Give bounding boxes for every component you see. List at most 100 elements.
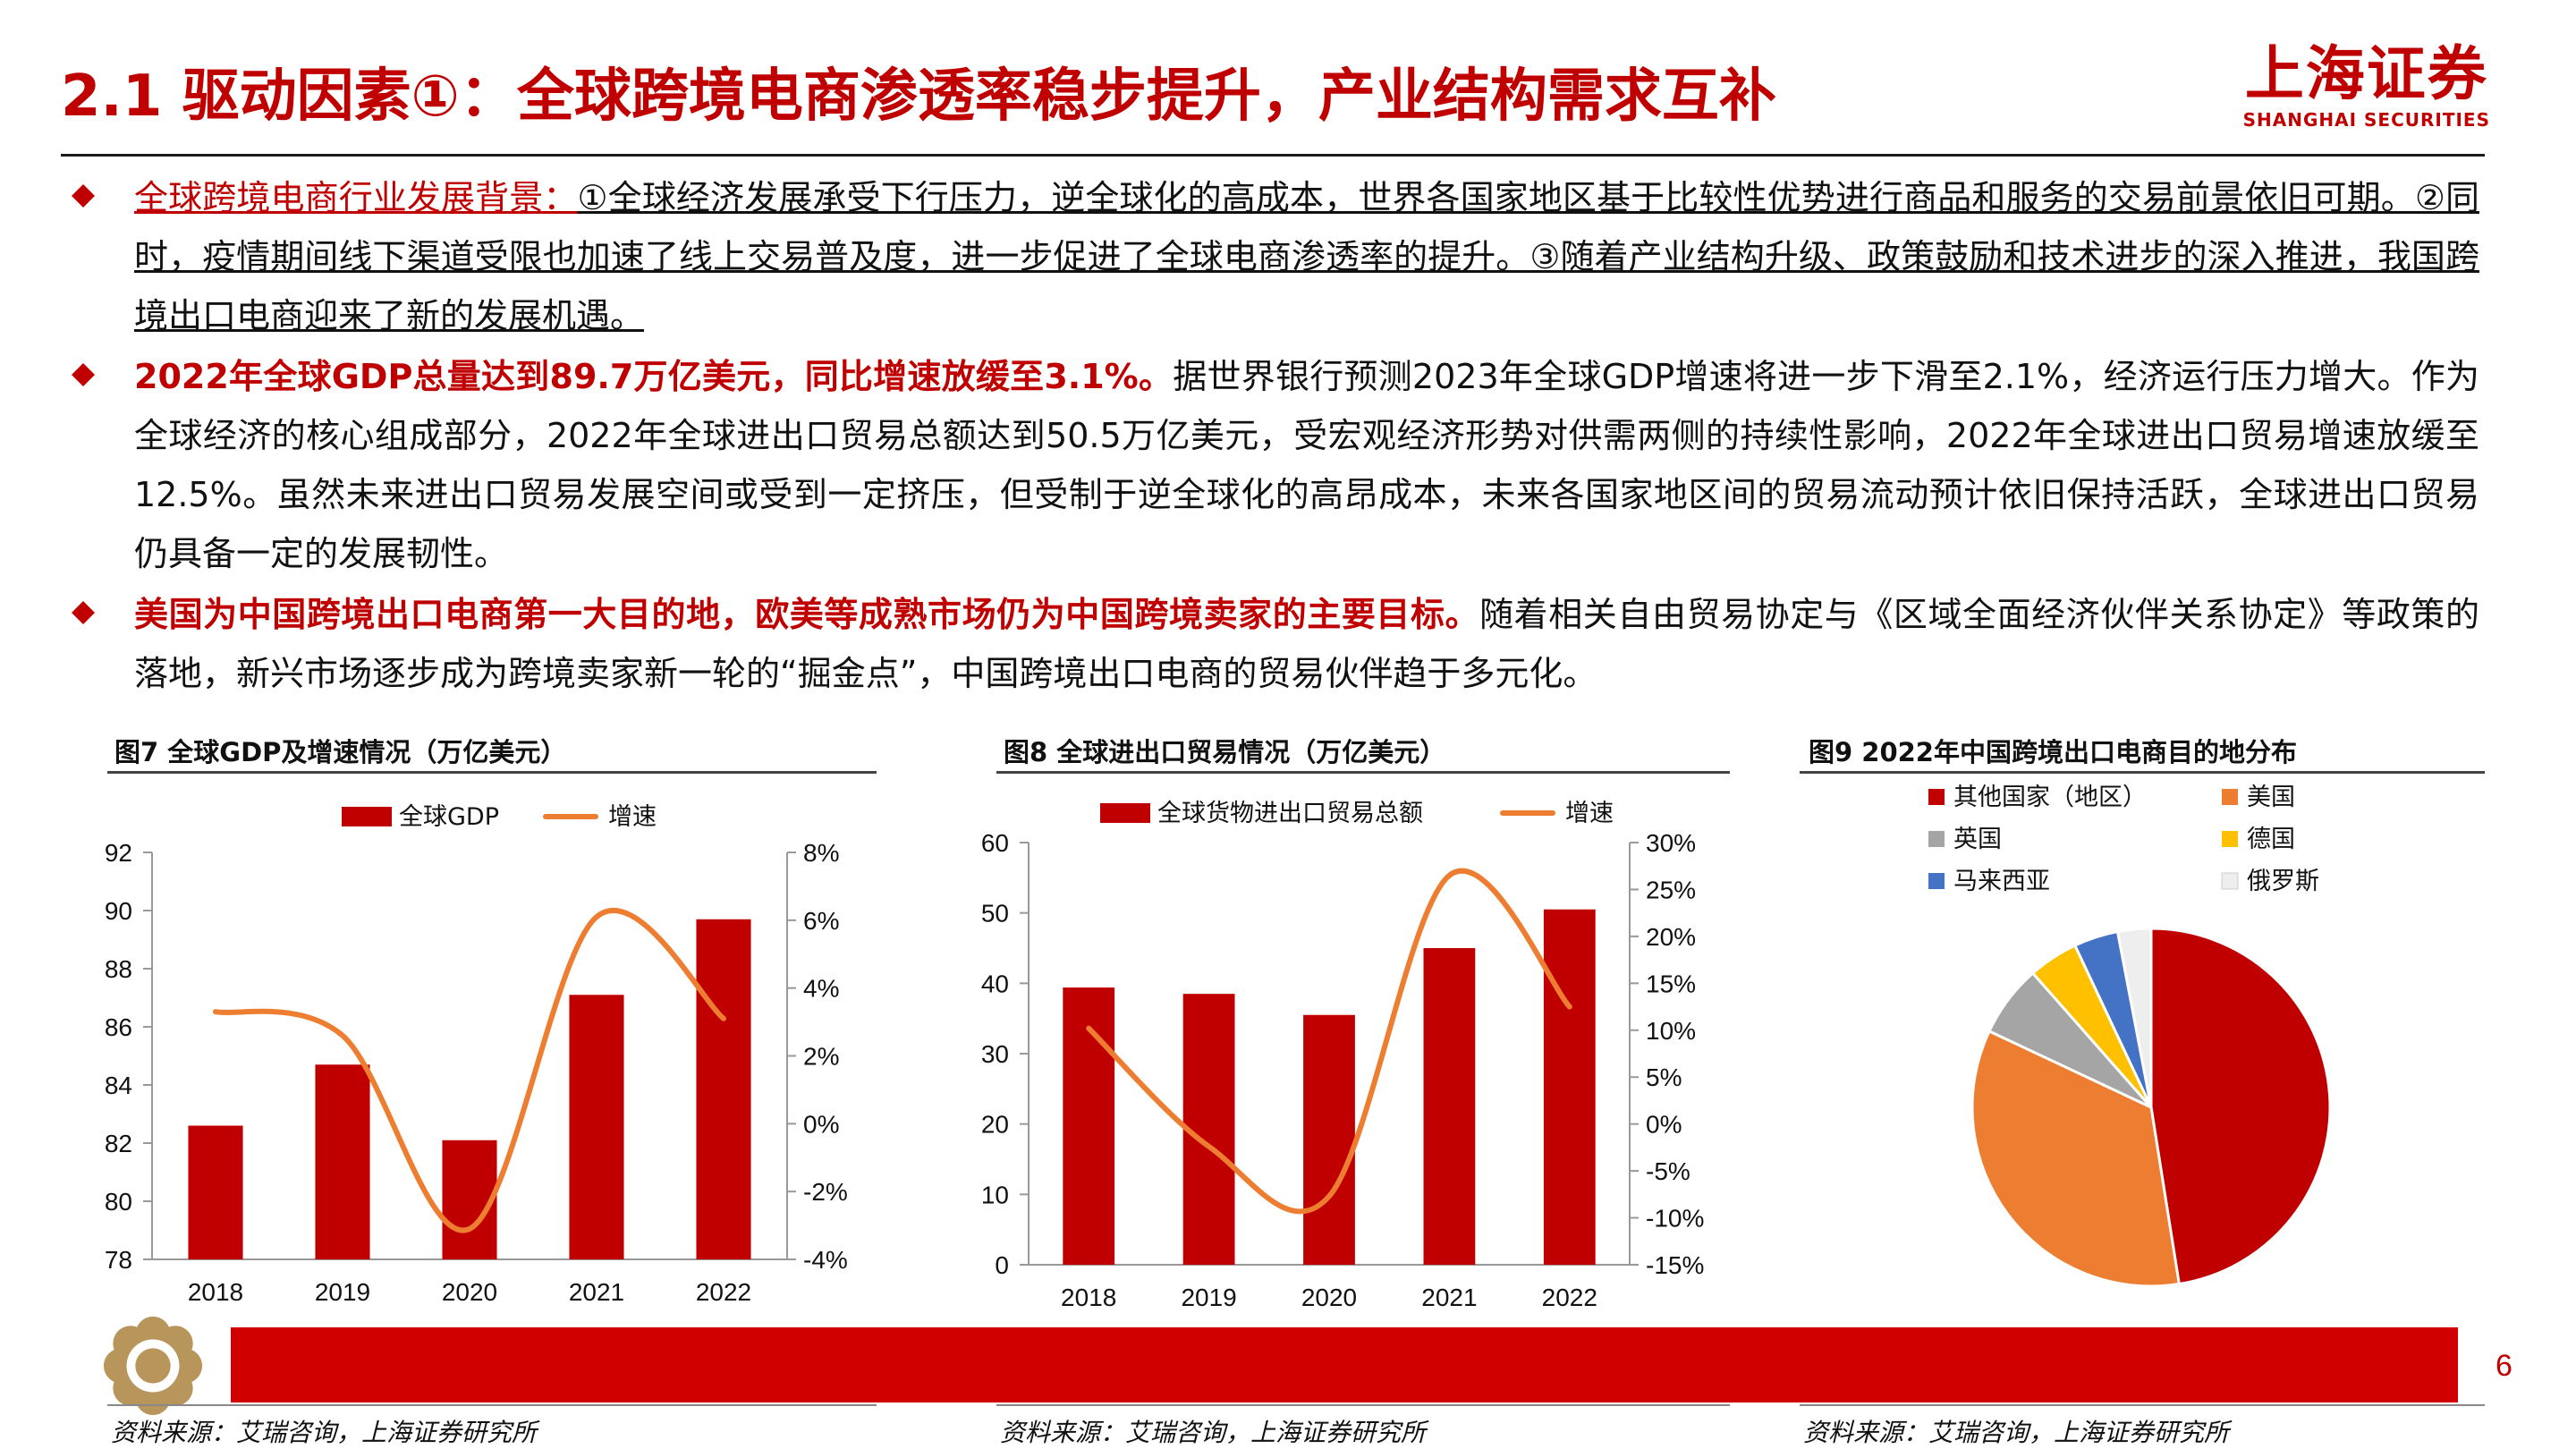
y2-tick-label: -10% xyxy=(1646,1205,1704,1233)
y2-tick-label: -2% xyxy=(803,1178,848,1206)
x-tick-label: 2020 xyxy=(442,1278,497,1306)
pie-slice-5 xyxy=(2115,927,2153,1108)
legend-label-4: 马来西亚 xyxy=(1953,868,2050,895)
y-tick-label: 60 xyxy=(981,829,1009,857)
emblem-core xyxy=(135,1348,171,1384)
y2-tick-label: 0% xyxy=(1646,1111,1682,1139)
bullet-background: 全球跨境电商行业发展背景：①全球经济发展承受下行压力，逆全球化的高成本，世界各国… xyxy=(64,168,2479,345)
y2-tick-label: 6% xyxy=(803,907,839,935)
diamond-bullet-icon xyxy=(72,184,95,208)
legend-swatch-0 xyxy=(1928,789,1945,805)
bar-2021 xyxy=(1423,948,1476,1265)
fig8-source: 资料来源：艾瑞咨询，上海证券研究所 xyxy=(1000,1418,1427,1447)
diamond-bullet-icon xyxy=(72,363,95,386)
pie-slice-1 xyxy=(1970,1029,2182,1288)
y2-tick-label: -15% xyxy=(1646,1251,1704,1279)
legend-swatch-5 xyxy=(2221,872,2239,890)
bar-2022 xyxy=(1543,909,1596,1265)
fig7-source: 资料来源：艾瑞咨询，上海证券研究所 xyxy=(111,1418,538,1447)
fig7-source-rule xyxy=(107,1404,877,1406)
x-tick-label: 2020 xyxy=(1301,1284,1357,1311)
y-tick-label: 82 xyxy=(105,1130,132,1157)
footer-bar xyxy=(231,1327,2458,1402)
legend-label-line: 增速 xyxy=(1565,800,1614,827)
x-tick-label: 2018 xyxy=(188,1278,243,1306)
y-tick-label: 84 xyxy=(105,1072,132,1099)
legend-label-0: 其他国家（地区） xyxy=(1953,784,2147,811)
bar-2021 xyxy=(569,995,624,1259)
bullet-list: 全球跨境电商行业发展背景：①全球经济发展承受下行压力，逆全球化的高成本，世界各国… xyxy=(64,168,2479,705)
legend-label-bar: 全球GDP xyxy=(399,803,499,831)
legend-label-2: 英国 xyxy=(1953,826,2002,853)
logo-chinese: 上海证券 xyxy=(2244,39,2488,108)
y-tick-label: 78 xyxy=(105,1246,132,1274)
y-tick-label: 10 xyxy=(981,1181,1009,1208)
bullet-destination: 美国为中国跨境出口电商第一大目的地，欧美等成熟市场仍为中国跨境卖家的主要目标。随… xyxy=(64,585,2479,703)
bar-2018 xyxy=(1063,987,1115,1265)
growth-line xyxy=(213,907,726,1233)
x-tick-label: 2019 xyxy=(315,1278,370,1306)
bar-2020 xyxy=(1303,1014,1355,1265)
y2-tick-label: -4% xyxy=(803,1246,848,1274)
y-tick-label: 20 xyxy=(981,1111,1009,1139)
legend-label-line: 增速 xyxy=(608,803,657,831)
fig8-source-rule xyxy=(996,1404,1730,1406)
y2-tick-label: 5% xyxy=(1646,1063,1682,1091)
y-tick-label: 80 xyxy=(105,1188,132,1216)
y2-tick-label: 0% xyxy=(803,1110,839,1138)
x-tick-label: 2019 xyxy=(1181,1284,1236,1311)
legend-swatch-bar xyxy=(1100,803,1150,823)
y2-tick-label: 25% xyxy=(1646,876,1696,903)
y-tick-label: 50 xyxy=(981,900,1009,928)
bar-2019 xyxy=(315,1064,370,1259)
y-tick-label: 90 xyxy=(105,897,132,925)
y2-tick-label: 2% xyxy=(803,1043,839,1071)
fig9-caption-rule xyxy=(1800,771,2485,774)
legend-swatch-3 xyxy=(2222,831,2238,847)
header-divider xyxy=(61,154,2485,157)
y2-tick-label: 20% xyxy=(1646,923,1696,951)
y2-tick-label: 4% xyxy=(803,975,839,1003)
y-tick-label: 86 xyxy=(105,1013,132,1041)
fig7-caption-rule xyxy=(107,771,877,774)
legend-swatch-1 xyxy=(2222,789,2238,805)
legend-label-bar: 全球货物进出口贸易总额 xyxy=(1157,800,1423,827)
legend-swatch-4 xyxy=(1928,873,1945,889)
y2-tick-label: 15% xyxy=(1646,970,1696,997)
x-tick-label: 2021 xyxy=(569,1278,624,1306)
y-tick-label: 92 xyxy=(105,839,132,867)
bullet-lead: 2022年全球GDP总量达到89.7万亿美元，同比增速放缓至3.1%。 xyxy=(134,357,1174,396)
trade-chart: 0 10 20 30 40 50 60 -15% -10% -5% 0% 5% 10% 15% 20% 25%… xyxy=(981,800,1705,1311)
brand-emblem-icon xyxy=(103,1316,203,1416)
legend-label-5: 俄罗斯 xyxy=(2247,868,2319,895)
y2-tick-label: 8% xyxy=(803,839,839,867)
logo-english: SHANGHAI SECURITIES xyxy=(2242,109,2490,131)
x-tick-label: 2021 xyxy=(1421,1284,1477,1311)
bullet-gdp: 2022年全球GDP总量达到89.7万亿美元，同比增速放缓至3.1%。据世界银行… xyxy=(64,347,2479,583)
y2-tick-label: 10% xyxy=(1646,1017,1696,1045)
bullet-lead: 美国为中国跨境出口电商第一大目的地，欧美等成熟市场仍为中国跨境卖家的主要目标。 xyxy=(134,595,1480,634)
bar-2018 xyxy=(188,1125,243,1259)
bullet-text: 据世界银行预测2023年全球GDP增速将进一步下滑至2.1%，经济运行压力增大。… xyxy=(134,357,2479,573)
bullet-lead: 全球跨境电商行业发展背景： xyxy=(134,178,578,217)
legend-label-1: 美国 xyxy=(2247,784,2295,811)
growth-line xyxy=(1086,868,1572,1215)
legend-label-3: 德国 xyxy=(2247,826,2295,853)
y-tick-label: 30 xyxy=(981,1040,1009,1068)
diamond-bullet-icon xyxy=(72,601,95,624)
y-tick-label: 88 xyxy=(105,955,132,983)
brand-logo: 上海证券 SHANGHAI SECURITIES xyxy=(2243,45,2490,131)
legend-swatch-2 xyxy=(1928,831,1945,847)
page-number: 6 xyxy=(2496,1349,2512,1383)
y2-tick-label: 30% xyxy=(1646,829,1696,857)
x-tick-label: 2018 xyxy=(1061,1284,1116,1311)
y2-tick-label: -5% xyxy=(1646,1157,1690,1185)
bullet-text: 随着相关自由贸易协定与《区域全面经济伙伴关系协定》等政策的落地，新兴市场逐步成为… xyxy=(134,595,2479,693)
fig9-source: 资料来源：艾瑞咨询，上海证券研究所 xyxy=(1803,1418,2230,1447)
fig7-caption: 图7 全球GDP及增速情况（万亿美元） xyxy=(114,737,567,767)
x-tick-label: 2022 xyxy=(696,1278,751,1306)
fig8-caption: 图8 全球进出口贸易情况（万亿美元） xyxy=(1004,737,1446,767)
fig8-caption-rule xyxy=(996,771,1730,774)
